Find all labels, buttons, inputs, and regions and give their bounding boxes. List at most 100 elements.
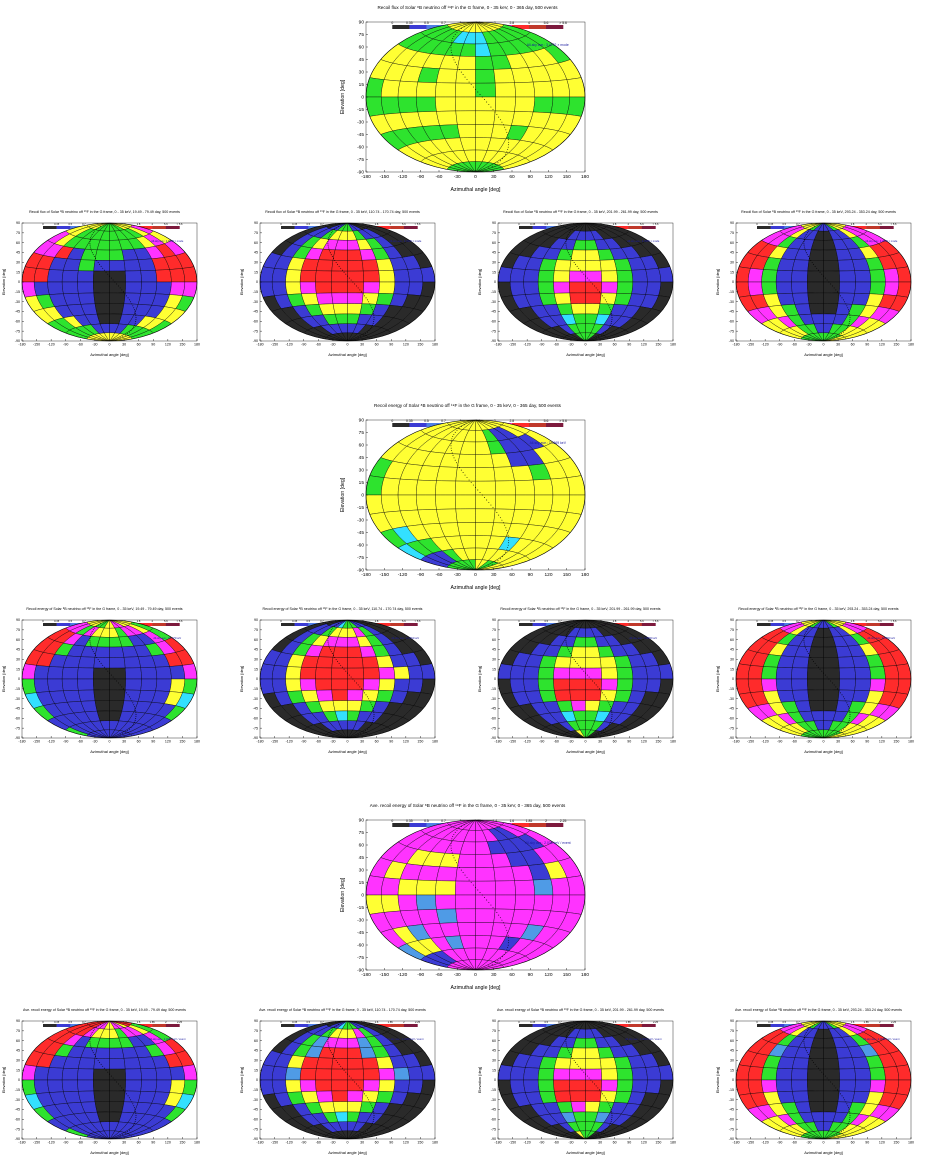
path-dot xyxy=(595,684,597,686)
scale-swatch xyxy=(852,623,867,626)
path-dot xyxy=(134,1122,135,1124)
sky-cell xyxy=(493,508,515,524)
sky-cell xyxy=(537,281,555,294)
y-tick-label: 90 xyxy=(254,1019,258,1023)
chart-ave-q2: Ave. recoil energy of Solar ⁸B neutrino … xyxy=(239,1008,438,1155)
path-dot xyxy=(826,1077,828,1079)
x-tick-label: 60 xyxy=(509,174,515,180)
sky-cell xyxy=(570,303,586,315)
path-dot xyxy=(96,657,98,658)
path-dot xyxy=(597,1087,599,1089)
path-dot xyxy=(824,1075,826,1077)
sky-cell xyxy=(436,68,458,84)
x-tick-label: -180 xyxy=(256,343,263,347)
path-dot xyxy=(831,682,833,684)
sky-cell xyxy=(761,281,778,295)
path-dot xyxy=(343,1069,345,1071)
sky-cell xyxy=(585,292,602,304)
scale-swatch xyxy=(519,623,533,626)
path-dot xyxy=(372,309,373,311)
y-tick-label: 0 xyxy=(256,280,258,284)
path-dot xyxy=(573,227,575,229)
path-dot xyxy=(134,719,136,721)
path-dot xyxy=(805,1031,807,1033)
y-tick-label: 15 xyxy=(730,667,734,671)
sky-cell xyxy=(94,249,110,261)
path-dot xyxy=(571,626,573,628)
path-dot xyxy=(354,1081,356,1083)
path-dot xyxy=(497,162,499,164)
path-dot xyxy=(451,40,453,42)
x-axis-label: Azimuthal angle [deg] xyxy=(328,352,366,357)
path-dot xyxy=(813,226,815,228)
path-dot xyxy=(475,89,477,90)
path-dot xyxy=(498,514,500,516)
sky-cell xyxy=(109,260,126,272)
path-dot xyxy=(89,1037,91,1039)
path-dot xyxy=(109,1073,111,1075)
path-dot xyxy=(828,281,830,283)
scale-swatch xyxy=(409,423,427,427)
scale-label: 0.5 xyxy=(68,619,72,623)
chart-annotation: All-sky ave.: 9.1564 keV xyxy=(391,636,419,640)
sky-cell xyxy=(808,303,824,315)
sky-cell xyxy=(493,466,515,482)
path-dot xyxy=(468,879,470,881)
sky-cell xyxy=(347,689,364,701)
scale-label: > 5.6 xyxy=(177,619,183,623)
path-dot xyxy=(128,1129,130,1131)
path-dot xyxy=(94,1028,96,1030)
x-tick-label: 30 xyxy=(836,1141,840,1145)
x-tick-label: -120 xyxy=(286,740,293,744)
path-dot xyxy=(452,436,454,438)
y-tick-label: 15 xyxy=(359,480,365,486)
scale-swatch xyxy=(281,623,295,626)
path-dot xyxy=(848,1120,850,1122)
path-dot xyxy=(572,1058,574,1059)
path-dot xyxy=(508,144,510,146)
path-dot xyxy=(350,279,352,281)
sky-cell xyxy=(658,663,673,680)
path-dot xyxy=(835,289,837,291)
path-dot xyxy=(103,269,105,271)
path-dot xyxy=(567,252,569,254)
sky-cell xyxy=(182,266,197,283)
path-dot xyxy=(454,859,456,861)
path-dot xyxy=(507,544,509,546)
path-dot xyxy=(119,287,121,289)
scale-swatch xyxy=(546,25,564,29)
sky-cell xyxy=(837,292,855,305)
sky-cell xyxy=(823,303,839,315)
scale-label: 1.6 xyxy=(613,1020,617,1024)
x-tick-label: 60 xyxy=(613,1141,617,1145)
scale-label: 2 xyxy=(403,1020,405,1024)
sky-cell xyxy=(47,1067,64,1081)
scale-label: 2.25 xyxy=(653,1020,659,1024)
x-tick-label: 120 xyxy=(544,972,552,978)
path-dot xyxy=(817,269,819,271)
path-dot xyxy=(102,664,104,666)
sky-cell xyxy=(775,1079,793,1092)
y-tick-label: 30 xyxy=(492,1059,496,1063)
path-dot xyxy=(466,877,468,879)
x-tick-label: 0 xyxy=(585,1141,587,1145)
sky-cell xyxy=(475,867,496,882)
x-tick-label: 150 xyxy=(655,343,661,347)
path-dot xyxy=(135,321,137,322)
y-axis-label: Elevation [deg] xyxy=(1,1067,6,1093)
sky-cell xyxy=(347,249,363,261)
scale-label: 0 xyxy=(391,819,393,823)
path-dot xyxy=(119,337,121,339)
sky-cell xyxy=(381,494,401,513)
path-dot xyxy=(463,424,465,426)
y-tick-label: 30 xyxy=(730,1059,734,1063)
x-tick-label: -120 xyxy=(524,740,531,744)
sky-cell xyxy=(271,678,288,693)
sky-cell xyxy=(792,656,810,669)
y-axis-label: Elevation [deg] xyxy=(477,1067,482,1093)
path-dot xyxy=(127,694,129,696)
y-tick-label: 60 xyxy=(254,241,258,245)
scale-swatch xyxy=(528,823,547,827)
path-dot xyxy=(806,651,808,653)
path-dot xyxy=(366,331,368,333)
